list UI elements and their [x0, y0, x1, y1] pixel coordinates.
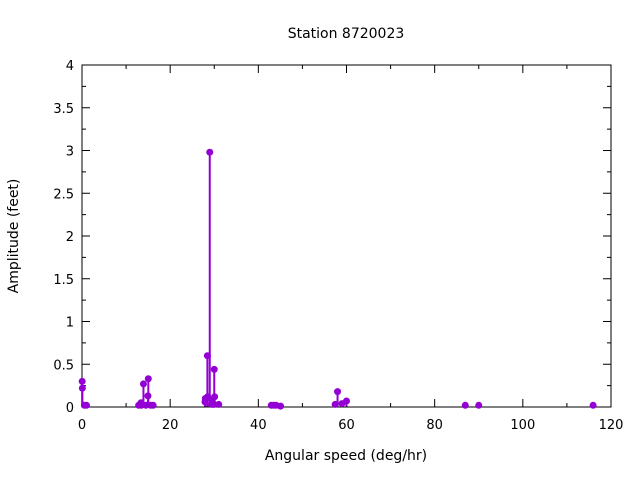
data-point — [331, 400, 339, 408]
data-point — [475, 401, 483, 409]
data-point — [210, 365, 218, 373]
data-point — [334, 388, 342, 396]
plot-border — [81, 64, 612, 408]
data-point — [142, 401, 150, 409]
y-tick-label: 3.5 — [53, 102, 74, 117]
data-point — [277, 402, 285, 410]
y-tick-label: 1 — [66, 316, 74, 331]
chart-title: Station 8720023 — [288, 26, 405, 42]
data-point — [144, 392, 152, 400]
y-axis-label: Amplitude (feet) — [6, 179, 22, 294]
y-tick-label: 3 — [66, 145, 74, 160]
data-point — [461, 401, 469, 409]
x-tick-label: 80 — [426, 418, 443, 433]
axes-layer: 0 20 40 60 80 100 120 0 0.5 1 1.5 2 2.5 3 3.5 4 — [53, 59, 623, 433]
y-tick-label: 4 — [66, 59, 74, 74]
data-point — [78, 384, 86, 392]
data-point — [149, 401, 157, 409]
data-series-layer — [78, 148, 597, 410]
x-axis-label: Angular speed (deg/hr) — [265, 448, 427, 464]
data-point — [211, 393, 219, 401]
y-tick-label: 2 — [66, 230, 74, 245]
y-tick-label: 1.5 — [53, 273, 74, 288]
x-tick-label: 120 — [599, 418, 624, 433]
x-tick-label: 20 — [162, 418, 179, 433]
data-point — [139, 380, 147, 388]
data-point — [215, 400, 223, 408]
data-point — [144, 375, 152, 383]
x-tick-label: 0 — [78, 418, 86, 433]
y-tick-label: 0 — [66, 401, 74, 416]
data-point — [206, 148, 214, 156]
data-point — [343, 397, 350, 405]
x-tick-label: 60 — [338, 418, 355, 433]
data-point — [82, 401, 90, 409]
data-point — [203, 352, 211, 360]
x-tick-label: 100 — [510, 418, 535, 433]
x-tick-label: 40 — [250, 418, 267, 433]
data-point — [589, 401, 597, 409]
y-tick-label: 2.5 — [53, 187, 74, 202]
data-point — [78, 377, 86, 385]
y-tick-label: 0.5 — [53, 358, 74, 373]
